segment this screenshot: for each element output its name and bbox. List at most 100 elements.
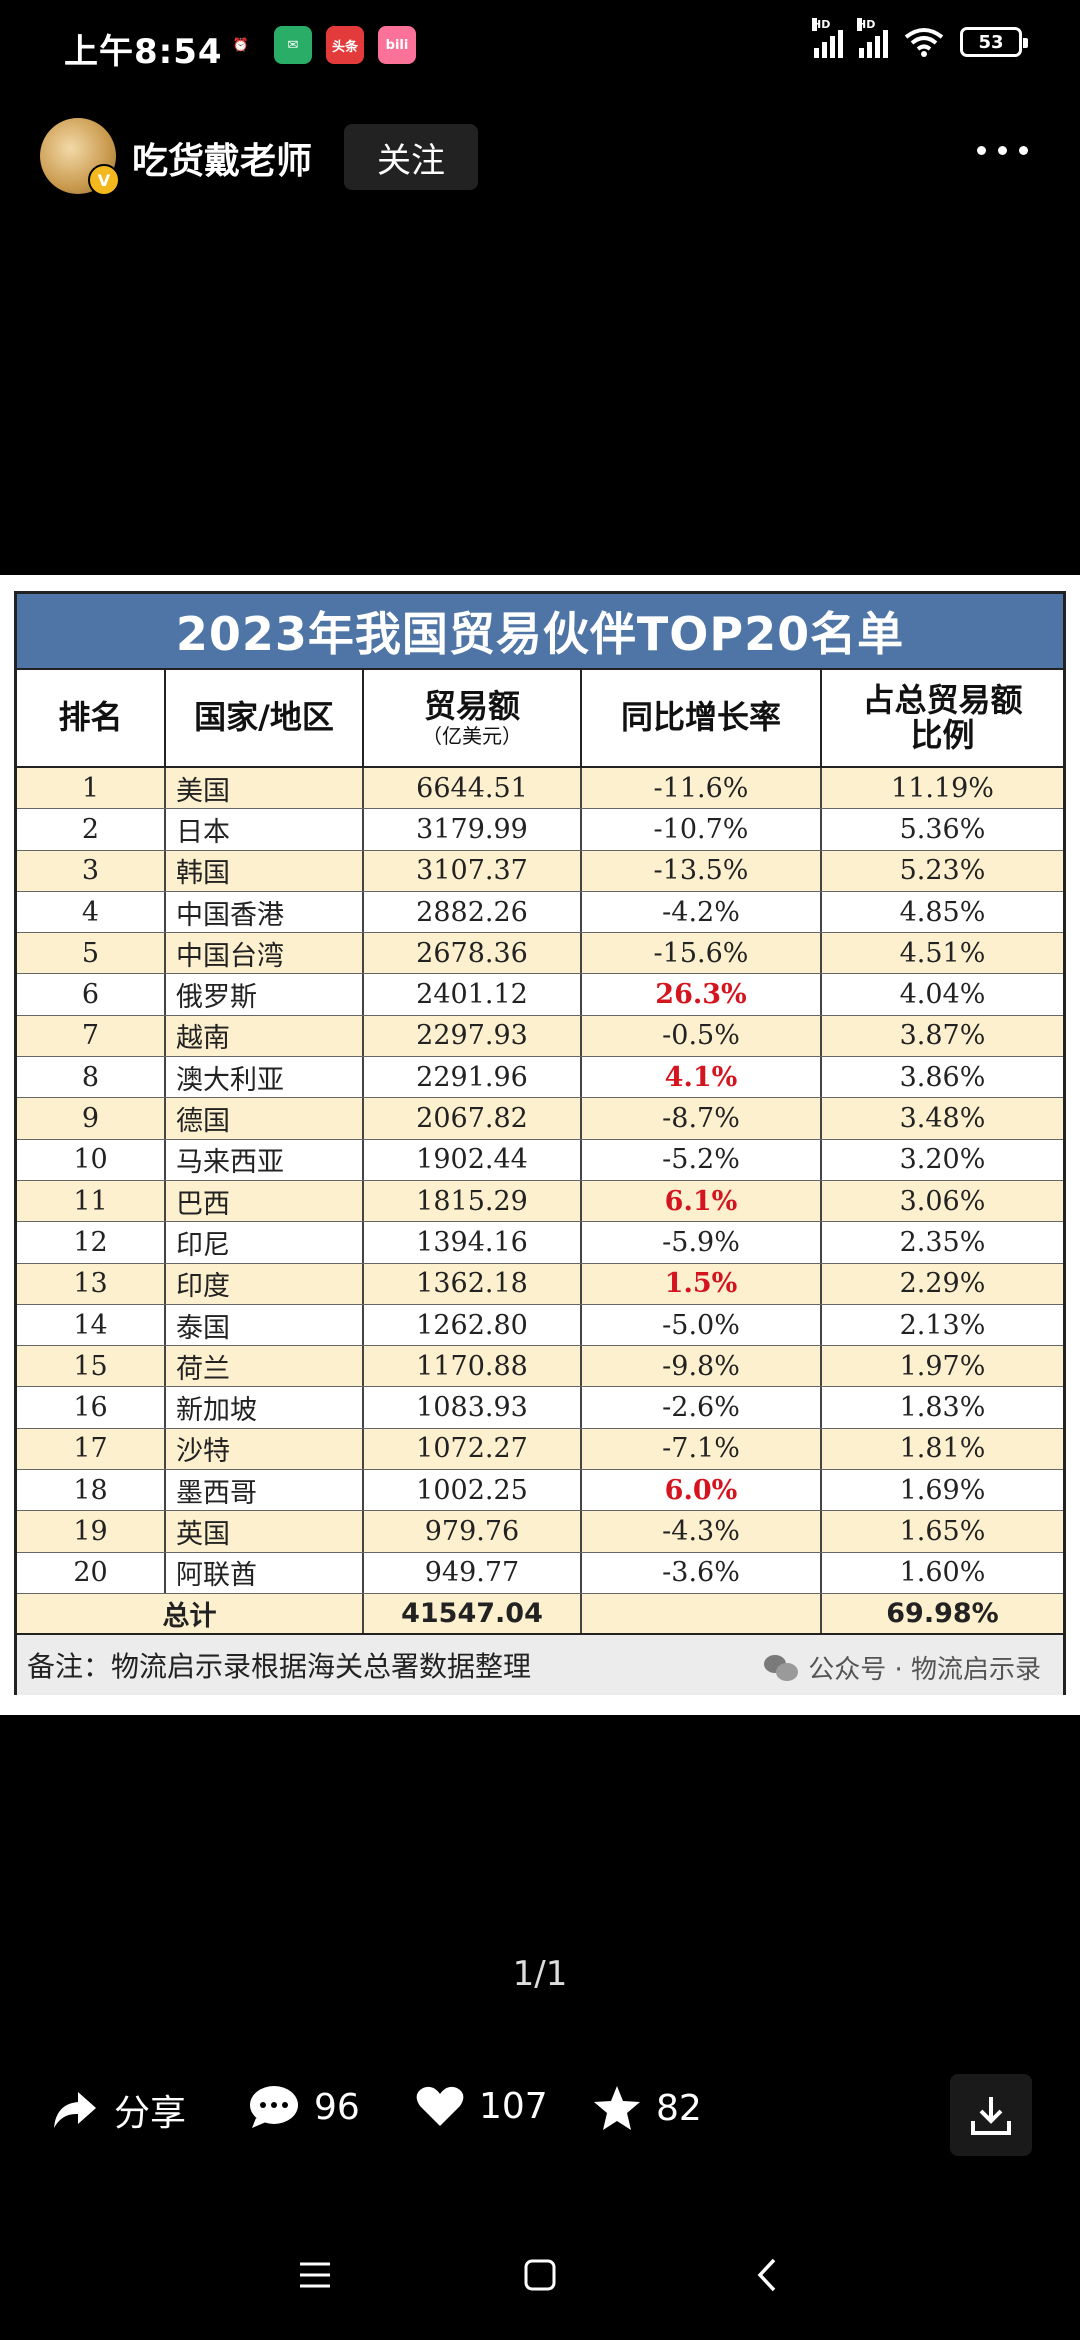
back-icon[interactable] [742, 2250, 792, 2300]
cell-country: 英国 [166, 1511, 364, 1552]
cell-rank: 9 [17, 1098, 166, 1139]
cell-country: 新加坡 [166, 1387, 364, 1428]
cell-share: 2.35% [899, 1226, 986, 1258]
status-time: 上午8:54 [64, 32, 223, 72]
cell-trade: 6644.51 [364, 768, 582, 809]
action-bar: 分享 96 107 82 [0, 2074, 1080, 2158]
cell-share: 1.97% [899, 1350, 986, 1382]
table-row: 5 中国台湾 2678.36 -15.6% 4.51% [17, 933, 1063, 975]
cell-rank: 19 [17, 1511, 166, 1552]
cell-rank: 3 [17, 850, 166, 891]
cell-share: 3.06% [899, 1185, 986, 1217]
header-share: 占总贸易额 比例 [862, 680, 1023, 754]
menu-icon[interactable] [290, 2250, 340, 2300]
toutiao-icon: 头条 [326, 26, 364, 64]
cell-growth: -4.2% [582, 891, 822, 933]
star-icon [594, 2086, 640, 2130]
cell-country: 沙特 [166, 1428, 364, 1470]
cell-growth: -9.8% [582, 1346, 822, 1387]
cell-country: 巴西 [166, 1180, 364, 1222]
post-image[interactable]: 2023年我国贸易伙伴TOP20名单 排名 国家/地区 贸易额 （亿美元） 同比… [0, 575, 1080, 1715]
cell-share: 5.36% [899, 813, 986, 845]
cell-trade: 1362.18 [364, 1263, 582, 1304]
like-button[interactable]: 107 [415, 2084, 548, 2128]
cell-trade: 2297.93 [364, 1015, 582, 1057]
table-row: 12 印尼 1394.16 -5.9% 2.35% [17, 1222, 1063, 1264]
avatar[interactable]: V [40, 118, 120, 196]
favorite-button[interactable]: 82 [592, 2084, 702, 2132]
cell-growth: -0.5% [582, 1015, 822, 1057]
cell-growth: -4.3% [582, 1511, 822, 1552]
comment-button[interactable]: 96 [248, 2084, 360, 2130]
wechat-icon: ✉ [274, 26, 312, 64]
cell-share: 4.04% [899, 979, 986, 1011]
username[interactable]: 吃货戴老师 [132, 141, 313, 182]
home-icon[interactable] [515, 2250, 565, 2300]
cell-share: 3.20% [899, 1144, 986, 1176]
cell-trade: 979.76 [364, 1511, 582, 1552]
table-header: 排名 国家/地区 贸易额 （亿美元） 同比增长率 占总贸易额 比例 [17, 670, 1063, 768]
cell-country: 阿联酋 [166, 1552, 364, 1593]
cell-rank: 6 [17, 974, 166, 1015]
cell-rank: 5 [17, 933, 166, 974]
cell-rank: 15 [17, 1346, 166, 1387]
cell-country: 荷兰 [166, 1346, 364, 1387]
cell-rank: 7 [17, 1015, 166, 1057]
share-button[interactable]: 分享 [50, 2084, 186, 2136]
battery-icon: 53 [960, 27, 1028, 57]
table-body: 1 美国 6644.51 -11.6% 11.19% 2 日本 3179.99 -10.7% 5.… [17, 768, 1063, 1636]
cell-growth: 6.1% [582, 1180, 822, 1222]
total-trade: 41547.04 [364, 1593, 582, 1634]
cell-rank: 18 [17, 1470, 166, 1511]
cell-country: 越南 [166, 1015, 364, 1057]
table-row: 2 日本 3179.99 -10.7% 5.36% [17, 809, 1063, 851]
status-app-icons: ⏰ ✉ 头条 bili [222, 26, 416, 64]
bilibili-icon: bili [378, 26, 416, 64]
total-growth [582, 1593, 822, 1634]
cell-trade: 2291.96 [364, 1057, 582, 1098]
cell-share: 5.23% [899, 855, 986, 887]
page-indicator: 1/1 [512, 1954, 568, 1994]
cell-growth: -15.6% [582, 933, 822, 974]
cell-country: 俄罗斯 [166, 974, 364, 1015]
table-row: 15 荷兰 1170.88 -9.8% 1.97% [17, 1346, 1063, 1388]
cell-rank: 20 [17, 1552, 166, 1593]
cell-rank: 11 [17, 1180, 166, 1222]
download-button[interactable] [950, 2074, 1032, 2156]
cell-growth: -5.2% [582, 1139, 822, 1180]
cell-share: 2.29% [899, 1268, 986, 1300]
table-row: 3 韩国 3107.37 -13.5% 5.23% [17, 850, 1063, 892]
cell-share: 4.85% [899, 896, 986, 928]
header-country: 国家/地区 [166, 670, 364, 766]
post-header: V 吃货戴老师 关注 [0, 110, 1080, 210]
table-row: 13 印度 1362.18 1.5% 2.29% [17, 1263, 1063, 1305]
cell-trade: 1815.29 [364, 1180, 582, 1222]
table-row: 4 中国香港 2882.26 -4.2% 4.85% [17, 891, 1063, 934]
cell-growth: -5.9% [582, 1222, 822, 1263]
cell-share: 3.48% [899, 1103, 986, 1135]
download-icon [971, 2097, 1011, 2135]
follow-button[interactable]: 关注 [344, 124, 478, 190]
cell-growth: -13.5% [582, 850, 822, 891]
cell-share: 1.69% [899, 1474, 986, 1506]
cell-trade: 2882.26 [364, 891, 582, 933]
cell-trade: 1170.88 [364, 1346, 582, 1387]
cell-rank: 8 [17, 1057, 166, 1098]
table-row: 20 阿联酋 949.77 -3.6% 1.60% [17, 1552, 1063, 1594]
cell-share: 3.87% [899, 1020, 986, 1052]
cell-share: 1.65% [899, 1515, 986, 1547]
more-options-icon[interactable] [977, 146, 1028, 155]
cell-trade: 1002.25 [364, 1470, 582, 1511]
cell-share: 3.86% [899, 1061, 986, 1093]
cell-growth: -3.6% [582, 1552, 822, 1593]
table-row: 14 泰国 1262.80 -5.0% 2.13% [17, 1304, 1063, 1347]
cell-country: 中国香港 [166, 891, 364, 933]
cell-country: 马来西亚 [166, 1139, 364, 1180]
cell-trade: 2678.36 [364, 933, 582, 974]
cell-rank: 1 [17, 768, 166, 809]
cell-trade: 2067.82 [364, 1098, 582, 1139]
cell-growth: -7.1% [582, 1428, 822, 1470]
cell-rank: 2 [17, 809, 166, 850]
cell-trade: 1262.80 [364, 1304, 582, 1346]
table-row: 11 巴西 1815.29 6.1% 3.06% [17, 1180, 1063, 1223]
